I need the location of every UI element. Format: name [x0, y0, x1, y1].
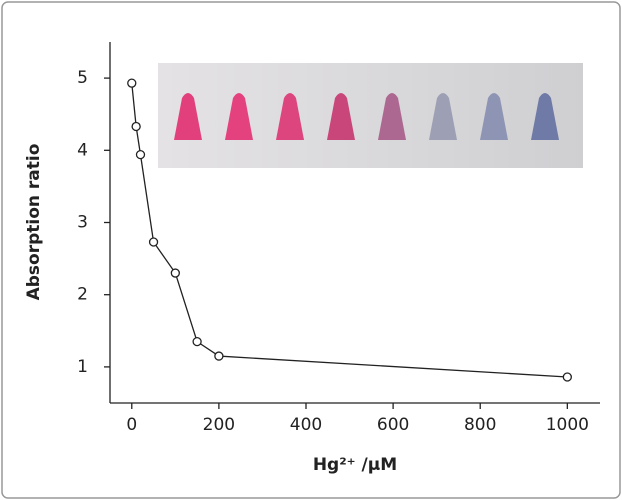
point: [131, 121, 141, 132]
y-axis-label: Absorption ratio: [24, 144, 44, 301]
y-tick-label: 5: [77, 68, 88, 88]
x-tick-label: 0: [126, 415, 137, 435]
point: [127, 78, 137, 88]
x-axis-label: Hg²⁺ /μM: [313, 455, 397, 475]
y-tick-label: 3: [77, 213, 88, 233]
tube-photo: [158, 63, 583, 168]
point: [135, 149, 146, 160]
point: [562, 372, 572, 382]
y-tick-label: 1: [77, 357, 88, 377]
y-tick-label: 4: [77, 140, 88, 160]
x-tick-label: 1000: [546, 415, 589, 435]
point: [148, 237, 159, 247]
x-tick-label: 200: [203, 415, 235, 435]
point: [170, 268, 180, 278]
x-tick-label: 600: [377, 415, 409, 435]
point: [192, 336, 202, 347]
y-tick-label: 2: [77, 285, 88, 305]
x-tick-label: 400: [290, 415, 322, 435]
point: [214, 351, 224, 361]
x-tick-label: 800: [464, 415, 496, 435]
